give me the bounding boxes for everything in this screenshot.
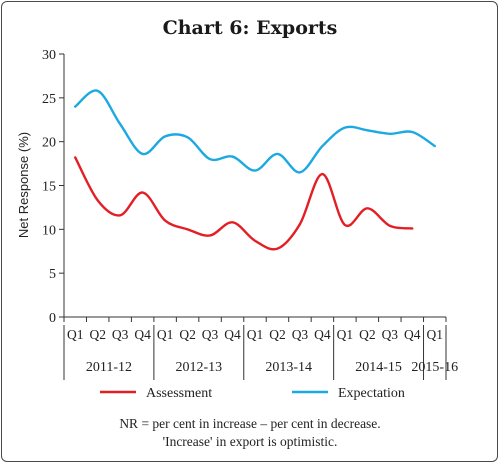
- note-line-2: 'Increase' in export is optimistic.: [163, 434, 338, 449]
- quarter-label: Q4: [224, 327, 241, 342]
- y-tick-label: 30: [42, 48, 56, 63]
- quarter-label: Q4: [314, 327, 331, 342]
- y-tick-label: 25: [42, 92, 56, 107]
- legend: Assessment Expectation: [100, 386, 405, 401]
- quarter-label: Q4: [134, 327, 151, 342]
- quarter-label: Q3: [112, 327, 129, 342]
- quarter-label: Q3: [292, 327, 309, 342]
- quarter-label: Q3: [382, 327, 399, 342]
- legend-label-assessment: Assessment: [146, 386, 212, 401]
- year-label: 2014-15: [355, 360, 402, 375]
- quarter-label: Q2: [89, 327, 106, 342]
- quarter-label: Q1: [427, 327, 444, 342]
- legend-label-expectation: Expectation: [338, 386, 405, 401]
- quarter-label: Q1: [157, 327, 174, 342]
- year-label: 2012-13: [175, 360, 222, 375]
- quarter-label: Q2: [179, 327, 196, 342]
- note-line-1: NR = per cent in increase – per cent in …: [119, 416, 380, 431]
- year-label: 2013-14: [265, 360, 312, 375]
- assessment-line: [74, 156, 414, 251]
- y-tick-label: 20: [42, 136, 56, 151]
- quarter-label: Q2: [269, 327, 286, 342]
- quarter-label: Q1: [337, 327, 354, 342]
- year-label: 2015-16: [411, 360, 458, 375]
- y-tick-label: 10: [42, 223, 56, 238]
- quarter-label: Q3: [202, 327, 219, 342]
- y-tick-label: 0: [49, 311, 56, 326]
- plot-area: 0 5 10 15 20 25 30 Q1 Q2 Q3 Q4 Q1 Q2 Q3 Q4 Q1 Q2 Q3 Q4 Q1 Q2…: [42, 48, 458, 380]
- quarter-label: Q4: [404, 327, 421, 342]
- y-axis-label: Net Response (%): [16, 132, 31, 238]
- y-tick-label: 15: [42, 180, 56, 195]
- quarter-label: Q1: [247, 327, 264, 342]
- expectation-line: [74, 89, 436, 174]
- year-label: 2011-12: [86, 360, 132, 375]
- quarter-label: Q1: [67, 327, 84, 342]
- chart-title: Chart 6: Exports: [163, 17, 338, 39]
- quarter-label: Q2: [359, 327, 376, 342]
- y-tick-label: 5: [49, 267, 56, 282]
